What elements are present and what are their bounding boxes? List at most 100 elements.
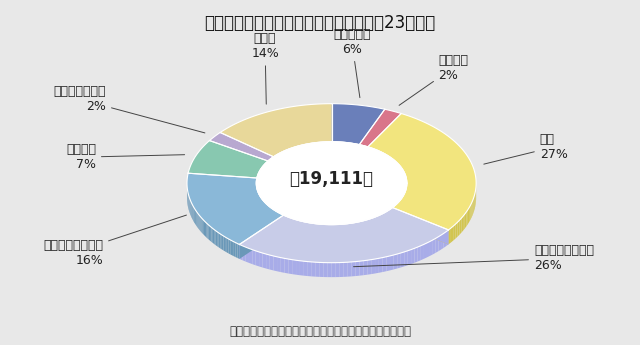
Polygon shape	[381, 214, 383, 229]
Polygon shape	[379, 258, 383, 273]
Polygon shape	[209, 225, 210, 241]
Polygon shape	[252, 250, 255, 265]
Polygon shape	[458, 220, 460, 237]
Text: 計19,111件: 計19,111件	[289, 170, 374, 188]
Polygon shape	[217, 232, 219, 247]
Polygon shape	[456, 222, 458, 239]
Polygon shape	[401, 252, 404, 267]
Polygon shape	[237, 244, 239, 259]
Polygon shape	[230, 240, 232, 255]
Text: 報酬等費用請求
2%: 報酬等費用請求 2%	[54, 85, 205, 133]
Polygon shape	[277, 212, 278, 227]
Polygon shape	[320, 263, 324, 277]
Polygon shape	[207, 224, 209, 239]
Polygon shape	[348, 223, 350, 238]
Polygon shape	[394, 254, 397, 269]
Polygon shape	[262, 253, 266, 268]
Polygon shape	[378, 215, 380, 230]
Polygon shape	[399, 200, 400, 216]
Polygon shape	[243, 246, 246, 262]
Polygon shape	[371, 259, 375, 274]
Polygon shape	[338, 224, 340, 239]
Polygon shape	[354, 222, 356, 237]
Polygon shape	[298, 220, 300, 235]
Polygon shape	[296, 219, 298, 235]
Polygon shape	[383, 257, 387, 272]
Polygon shape	[311, 223, 313, 238]
Polygon shape	[387, 210, 388, 226]
Polygon shape	[392, 207, 449, 244]
Polygon shape	[430, 240, 433, 256]
Polygon shape	[210, 226, 211, 242]
Polygon shape	[307, 222, 309, 237]
Polygon shape	[468, 208, 469, 224]
Polygon shape	[394, 206, 395, 221]
Polygon shape	[362, 220, 364, 235]
Polygon shape	[294, 219, 296, 234]
Polygon shape	[228, 239, 230, 254]
Polygon shape	[283, 215, 284, 229]
Polygon shape	[301, 221, 303, 236]
Polygon shape	[356, 222, 358, 237]
Polygon shape	[220, 104, 332, 157]
Text: 申込取消
2%: 申込取消 2%	[399, 53, 468, 105]
Polygon shape	[401, 198, 402, 214]
Polygon shape	[446, 230, 449, 246]
Polygon shape	[421, 244, 424, 260]
Polygon shape	[376, 216, 378, 231]
Polygon shape	[278, 212, 279, 227]
Polygon shape	[472, 199, 474, 215]
Polygon shape	[351, 262, 356, 276]
Polygon shape	[313, 223, 315, 238]
Polygon shape	[380, 214, 381, 229]
Polygon shape	[467, 210, 468, 226]
Polygon shape	[309, 223, 311, 237]
Polygon shape	[348, 262, 351, 277]
Polygon shape	[268, 206, 269, 221]
Polygon shape	[469, 205, 470, 222]
Polygon shape	[350, 223, 352, 238]
Text: 賃貸借契約についての相談の内容（平成23年度）: 賃貸借契約についての相談の内容（平成23年度）	[204, 14, 436, 32]
Polygon shape	[285, 216, 287, 231]
Polygon shape	[188, 140, 268, 178]
Polygon shape	[319, 224, 321, 239]
Polygon shape	[219, 233, 220, 248]
Polygon shape	[342, 224, 344, 239]
Polygon shape	[332, 225, 333, 239]
Polygon shape	[292, 260, 296, 275]
Polygon shape	[281, 214, 282, 229]
Polygon shape	[365, 219, 367, 235]
Polygon shape	[304, 261, 308, 276]
Polygon shape	[438, 235, 441, 251]
Polygon shape	[275, 211, 276, 226]
Polygon shape	[360, 261, 364, 276]
Polygon shape	[344, 262, 348, 277]
Polygon shape	[461, 216, 463, 233]
Polygon shape	[400, 199, 401, 215]
Polygon shape	[383, 213, 384, 228]
Polygon shape	[289, 217, 291, 232]
Polygon shape	[266, 254, 269, 269]
Polygon shape	[296, 260, 300, 275]
Polygon shape	[441, 234, 444, 249]
Text: 資料：東京都都市整備局に寄せられた電話、窓口での相談: 資料：東京都都市整備局に寄せられた電話、窓口での相談	[229, 325, 411, 338]
Polygon shape	[333, 225, 336, 239]
Polygon shape	[198, 214, 200, 230]
Polygon shape	[281, 258, 285, 273]
Polygon shape	[276, 211, 277, 226]
Polygon shape	[460, 218, 461, 235]
Polygon shape	[239, 245, 243, 260]
Polygon shape	[324, 263, 328, 277]
Polygon shape	[223, 236, 225, 252]
Polygon shape	[364, 220, 365, 235]
Polygon shape	[336, 224, 338, 239]
Polygon shape	[312, 262, 316, 277]
Polygon shape	[397, 253, 401, 268]
Text: 契約更新
7%: 契約更新 7%	[66, 143, 184, 171]
Polygon shape	[300, 220, 301, 236]
Text: 契約
27%: 契約 27%	[484, 133, 568, 164]
Polygon shape	[436, 237, 438, 253]
Text: 契約前相談
6%: 契約前相談 6%	[333, 28, 371, 98]
Polygon shape	[336, 263, 340, 277]
Polygon shape	[202, 218, 203, 234]
